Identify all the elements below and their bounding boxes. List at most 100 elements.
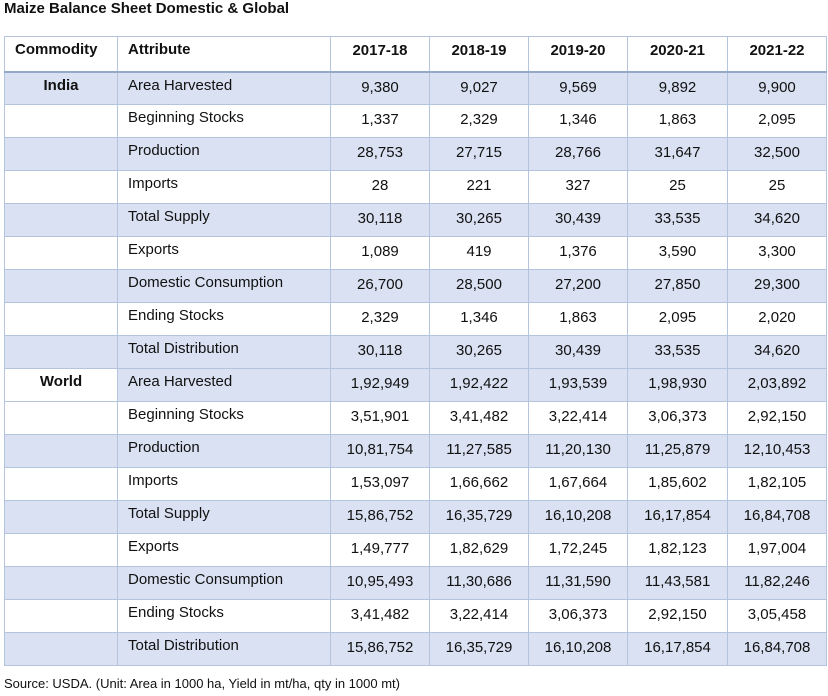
header-row: Commodity Attribute 2017-18 2018-19 2019… <box>4 36 827 73</box>
commodity-cell <box>4 236 118 270</box>
value-cell: 10,81,754 <box>330 434 430 468</box>
value-cell: 27,715 <box>429 137 529 171</box>
column-header: Attribute <box>117 36 331 73</box>
value-cell: 25 <box>627 170 728 204</box>
column-header: 2020-21 <box>627 36 728 73</box>
value-cell: 3,22,414 <box>429 599 529 633</box>
commodity-cell <box>4 401 118 435</box>
value-cell: 27,200 <box>528 269 628 303</box>
table-row: India Area Harvested 9,380 9,027 9,569 9,892 9… <box>4 71 827 105</box>
commodity-cell <box>4 599 118 633</box>
value-cell: 16,10,208 <box>528 632 628 666</box>
value-cell: 12,10,453 <box>727 434 827 468</box>
value-cell: 1,863 <box>528 302 628 336</box>
value-cell: 1,346 <box>528 104 628 138</box>
value-cell: 1,82,105 <box>727 467 827 501</box>
table-row: Domestic Consumption 26,700 28,500 27,200 27… <box>4 269 827 303</box>
value-cell: 3,41,482 <box>330 599 430 633</box>
value-cell: 1,49,777 <box>330 533 430 567</box>
commodity-label: World <box>4 368 118 402</box>
commodity-cell <box>4 203 118 237</box>
value-cell: 1,97,004 <box>727 533 827 567</box>
column-header: Commodity <box>4 36 118 73</box>
commodity-cell <box>4 533 118 567</box>
value-cell: 1,089 <box>330 236 430 270</box>
table-row: World Area Harvested 1,92,949 1,92,422 1,93,… <box>4 368 827 402</box>
value-cell: 9,569 <box>528 71 628 105</box>
value-cell: 1,376 <box>528 236 628 270</box>
commodity-cell <box>4 269 118 303</box>
value-cell: 2,095 <box>627 302 728 336</box>
value-cell: 1,67,664 <box>528 467 628 501</box>
value-cell: 16,10,208 <box>528 500 628 534</box>
table-row: Ending Stocks 2,329 1,346 1,863 2,095 2,020 <box>4 302 827 336</box>
column-header: 2018-19 <box>429 36 529 73</box>
table-row: Ending Stocks 3,41,482 3,22,414 3,06,373 2,9… <box>4 599 827 633</box>
attribute-cell: Total Supply <box>117 203 331 237</box>
value-cell: 9,027 <box>429 71 529 105</box>
attribute-cell: Exports <box>117 236 331 270</box>
value-cell: 419 <box>429 236 529 270</box>
column-header: 2019-20 <box>528 36 628 73</box>
value-cell: 3,51,901 <box>330 401 430 435</box>
value-cell: 15,86,752 <box>330 500 430 534</box>
attribute-cell: Area Harvested <box>117 368 331 402</box>
table-row: Imports 1,53,097 1,66,662 1,67,664 1,85,602 1… <box>4 467 827 501</box>
value-cell: 3,06,373 <box>528 599 628 633</box>
value-cell: 1,346 <box>429 302 529 336</box>
commodity-cell <box>4 335 118 369</box>
value-cell: 16,84,708 <box>727 632 827 666</box>
value-cell: 2,020 <box>727 302 827 336</box>
value-cell: 3,05,458 <box>727 599 827 633</box>
value-cell: 16,35,729 <box>429 632 529 666</box>
value-cell: 33,535 <box>627 335 728 369</box>
value-cell: 30,118 <box>330 203 430 237</box>
table-row: Imports 28 221 327 25 25 <box>4 170 827 204</box>
value-cell: 28,766 <box>528 137 628 171</box>
value-cell: 2,329 <box>429 104 529 138</box>
commodity-cell <box>4 566 118 600</box>
attribute-cell: Ending Stocks <box>117 599 331 633</box>
value-cell: 3,300 <box>727 236 827 270</box>
value-cell: 34,620 <box>727 203 827 237</box>
value-cell: 28,753 <box>330 137 430 171</box>
value-cell: 9,892 <box>627 71 728 105</box>
value-cell: 11,25,879 <box>627 434 728 468</box>
value-cell: 2,92,150 <box>727 401 827 435</box>
value-cell: 1,82,629 <box>429 533 529 567</box>
value-cell: 1,85,602 <box>627 467 728 501</box>
commodity-cell <box>4 467 118 501</box>
value-cell: 3,22,414 <box>528 401 628 435</box>
commodity-cell <box>4 302 118 336</box>
table-row: Production 10,81,754 11,27,585 11,20,130 11,… <box>4 434 827 468</box>
commodity-cell <box>4 500 118 534</box>
value-cell: 9,900 <box>727 71 827 105</box>
value-cell: 10,95,493 <box>330 566 430 600</box>
commodity-cell <box>4 104 118 138</box>
table-title: Maize Balance Sheet Domestic & Global <box>4 0 290 17</box>
value-cell: 221 <box>429 170 529 204</box>
attribute-cell: Domestic Consumption <box>117 269 331 303</box>
value-cell: 16,35,729 <box>429 500 529 534</box>
value-cell: 3,590 <box>627 236 728 270</box>
value-cell: 31,647 <box>627 137 728 171</box>
table-row: Beginning Stocks 3,51,901 3,41,482 3,22,414… <box>4 401 827 435</box>
balance-sheet-table: Commodity Attribute 2017-18 2018-19 2019… <box>4 36 827 666</box>
value-cell: 3,41,482 <box>429 401 529 435</box>
commodity-label: India <box>4 71 118 105</box>
attribute-cell: Total Distribution <box>117 335 331 369</box>
value-cell: 16,17,854 <box>627 632 728 666</box>
table-body: India Area Harvested 9,380 9,027 9,569 9,892 9… <box>4 71 827 666</box>
value-cell: 11,31,590 <box>528 566 628 600</box>
value-cell: 9,380 <box>330 71 430 105</box>
value-cell: 11,20,130 <box>528 434 628 468</box>
table-row: Production 28,753 27,715 28,766 31,647 32,500 <box>4 137 827 171</box>
attribute-cell: Beginning Stocks <box>117 104 331 138</box>
attribute-cell: Imports <box>117 467 331 501</box>
value-cell: 28,500 <box>429 269 529 303</box>
attribute-cell: Production <box>117 137 331 171</box>
attribute-cell: Production <box>117 434 331 468</box>
commodity-cell <box>4 137 118 171</box>
attribute-cell: Beginning Stocks <box>117 401 331 435</box>
table-row: Exports 1,089 419 1,376 3,590 3,300 <box>4 236 827 270</box>
